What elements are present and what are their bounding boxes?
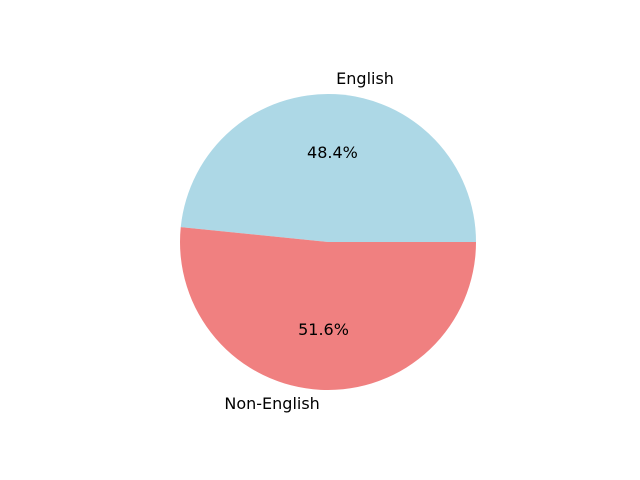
slice-label: Non-English [224,394,319,413]
pie-slice-english [180,93,477,242]
slice-label: English [336,69,394,88]
slice-percent-label: 48.4% [307,143,358,162]
slice-percent-label: 51.6% [298,320,349,339]
pie-slice-non-english [180,227,477,390]
